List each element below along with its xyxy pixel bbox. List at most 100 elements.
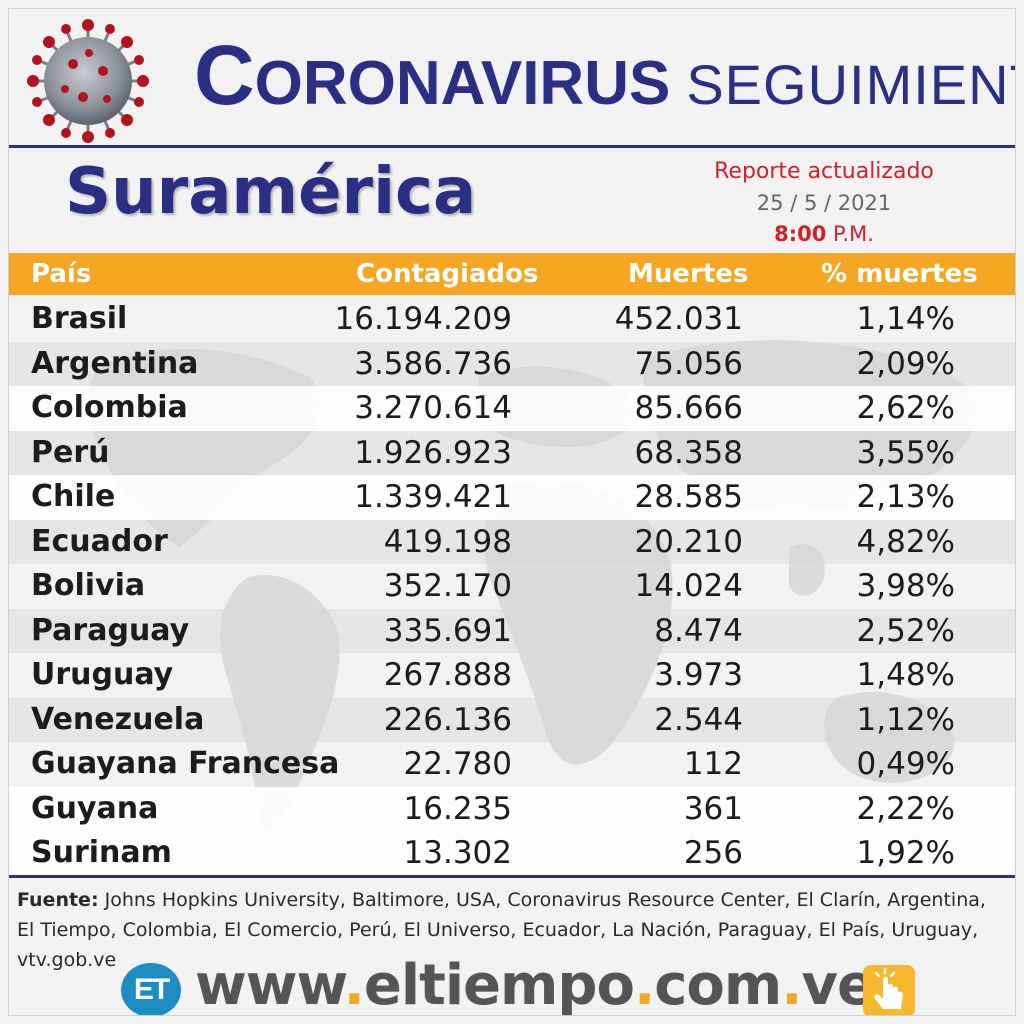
- cases-cell: 3.586.736: [354, 345, 512, 382]
- report-time-ampm: P.M.: [833, 222, 874, 246]
- report-date: 25 / 5 / 2021: [756, 191, 892, 215]
- url-dot: .: [343, 953, 365, 1016]
- country-cell: Colombia: [31, 390, 188, 425]
- cases-cell: 1.339.421: [354, 479, 512, 515]
- deaths-cell: 3.973: [654, 657, 743, 693]
- header-cases: Contagiados: [356, 259, 539, 289]
- table-row: Ecuador 419.198 20.210 4,82%: [9, 519, 1015, 564]
- brand-footer: ET www.eltiempo.com.ve: [121, 953, 921, 1015]
- deaths-cell: 68.358: [634, 434, 743, 471]
- url-part: ve: [801, 953, 875, 1016]
- pct-cell: 0,49%: [856, 746, 955, 782]
- report-time-value: 8:00: [774, 222, 827, 246]
- deaths-cell: 112: [683, 746, 743, 782]
- table-row: Chile 1.339.421 28.585 2,13%: [9, 475, 1015, 520]
- table-header: País Contagiados Muertes % muertes: [9, 253, 1015, 295]
- cases-cell: 419.198: [383, 523, 512, 560]
- country-cell: Argentina: [31, 345, 199, 381]
- country-cell: Bolivia: [31, 568, 146, 603]
- deaths-cell: 28.585: [634, 479, 743, 515]
- cases-cell: 226.136: [383, 701, 512, 738]
- pct-cell: 3,98%: [856, 568, 955, 604]
- report-time: 8:00 P.M.: [699, 219, 949, 249]
- table-row: Colombia 3.270.614 85.666 2,62%: [9, 386, 1015, 431]
- table-row: Guyana 16.235 361 2,22%: [9, 786, 1015, 831]
- click-hand-icon: [863, 965, 915, 1015]
- title-initial: C: [194, 28, 255, 122]
- source-text: Johns Hopkins University, Baltimore, USA…: [17, 889, 986, 971]
- source-note: Fuente: Johns Hopkins University, Baltim…: [17, 885, 1007, 975]
- cases-cell: 13.302: [403, 835, 512, 871]
- table-row: Brasil 16.194.209 452.031 1,14%: [9, 297, 1015, 342]
- country-cell: Guyana: [31, 790, 159, 826]
- header-deaths: Muertes: [628, 259, 749, 289]
- url-part: www: [195, 953, 345, 1016]
- deaths-cell: 8.474: [654, 612, 743, 649]
- country-cell: Surinam: [31, 835, 172, 870]
- pct-cell: 2,09%: [856, 345, 955, 382]
- source-label: Fuente:: [17, 889, 99, 911]
- region-title: Suramérica: [65, 155, 477, 229]
- country-cell: Perú: [31, 434, 110, 470]
- pct-cell: 1,92%: [856, 835, 955, 871]
- title-rest: ORONAVIRUS: [254, 49, 671, 118]
- deaths-cell: 75.056: [634, 345, 743, 382]
- deaths-cell: 256: [683, 835, 743, 871]
- table-row: Uruguay 267.888 3.973 1,48%: [9, 653, 1015, 698]
- report-info: Reporte actualizado 25 / 5 / 2021 8:00 P…: [699, 157, 949, 249]
- country-cell: Paraguay: [31, 612, 190, 648]
- table-row: Surinam 13.302 256 1,92%: [9, 831, 1015, 876]
- url-dot: .: [781, 953, 802, 1016]
- et-logo: ET: [121, 963, 181, 1015]
- table-bottom-divider: [9, 875, 1015, 878]
- pct-cell: 2,52%: [856, 612, 955, 649]
- table-row: Bolivia 352.170 14.024 3,98%: [9, 564, 1015, 609]
- coronavirus-icon: [27, 19, 149, 143]
- cases-cell: 3.270.614: [354, 390, 512, 426]
- country-cell: Ecuador: [31, 523, 168, 559]
- url-part: com: [654, 953, 782, 1016]
- table-row: Paraguay 335.691 8.474 2,52%: [9, 608, 1015, 653]
- deaths-cell: 85.666: [634, 390, 743, 426]
- cases-cell: 16.235: [403, 790, 512, 827]
- country-cell: Venezuela: [31, 701, 205, 737]
- header-pct: % muertes: [821, 259, 978, 289]
- url-part: eltiempo: [363, 953, 635, 1016]
- cases-cell: 16.194.209: [334, 301, 513, 337]
- pct-cell: 4,82%: [856, 523, 955, 560]
- country-cell: Brasil: [31, 301, 128, 336]
- infographic: CORONAVIRUS SEGUIMIENTO Suramérica Repor…: [8, 8, 1016, 1016]
- deaths-cell: 14.024: [634, 568, 743, 604]
- pct-cell: 3,55%: [856, 434, 955, 471]
- table-row: Perú 1.926.923 68.358 3,55%: [9, 430, 1015, 475]
- cases-cell: 352.170: [383, 568, 512, 604]
- country-cell: Uruguay: [31, 657, 174, 692]
- table-row: Argentina 3.586.736 75.056 2,09%: [9, 341, 1015, 386]
- table-row: Guayana Francesa 22.780 112 0,49%: [9, 742, 1015, 787]
- report-label: Reporte actualizado: [714, 159, 934, 184]
- website-url[interactable]: www.eltiempo.com.ve: [195, 953, 875, 1016]
- deaths-cell: 20.210: [634, 523, 743, 560]
- pct-cell: 1,12%: [856, 701, 955, 738]
- deaths-cell: 361: [683, 790, 743, 827]
- cases-cell: 335.691: [383, 612, 512, 649]
- deaths-cell: 2.544: [654, 701, 743, 738]
- header-country: País: [31, 259, 92, 289]
- pct-cell: 2,22%: [856, 790, 955, 827]
- deaths-cell: 452.031: [614, 301, 743, 337]
- cases-cell: 1.926.923: [354, 434, 512, 471]
- title-subtitle: SEGUIMIENTO: [686, 53, 1015, 116]
- table-body: Brasil 16.194.209 452.031 1,14% Argentina 3.5…: [9, 297, 1015, 876]
- country-cell: Chile: [31, 479, 116, 514]
- pct-cell: 1,14%: [856, 301, 955, 337]
- header-divider: [9, 145, 1015, 148]
- cases-cell: 22.780: [403, 746, 512, 782]
- table-row: Venezuela 226.136 2.544 1,12%: [9, 697, 1015, 742]
- pct-cell: 1,48%: [856, 657, 955, 693]
- cases-cell: 267.888: [383, 657, 512, 693]
- pct-cell: 2,62%: [856, 390, 955, 426]
- pct-cell: 2,13%: [856, 479, 955, 515]
- url-dot: .: [633, 953, 655, 1016]
- country-cell: Guayana Francesa: [31, 746, 340, 781]
- page-title: CORONAVIRUS SEGUIMIENTO: [194, 27, 1015, 127]
